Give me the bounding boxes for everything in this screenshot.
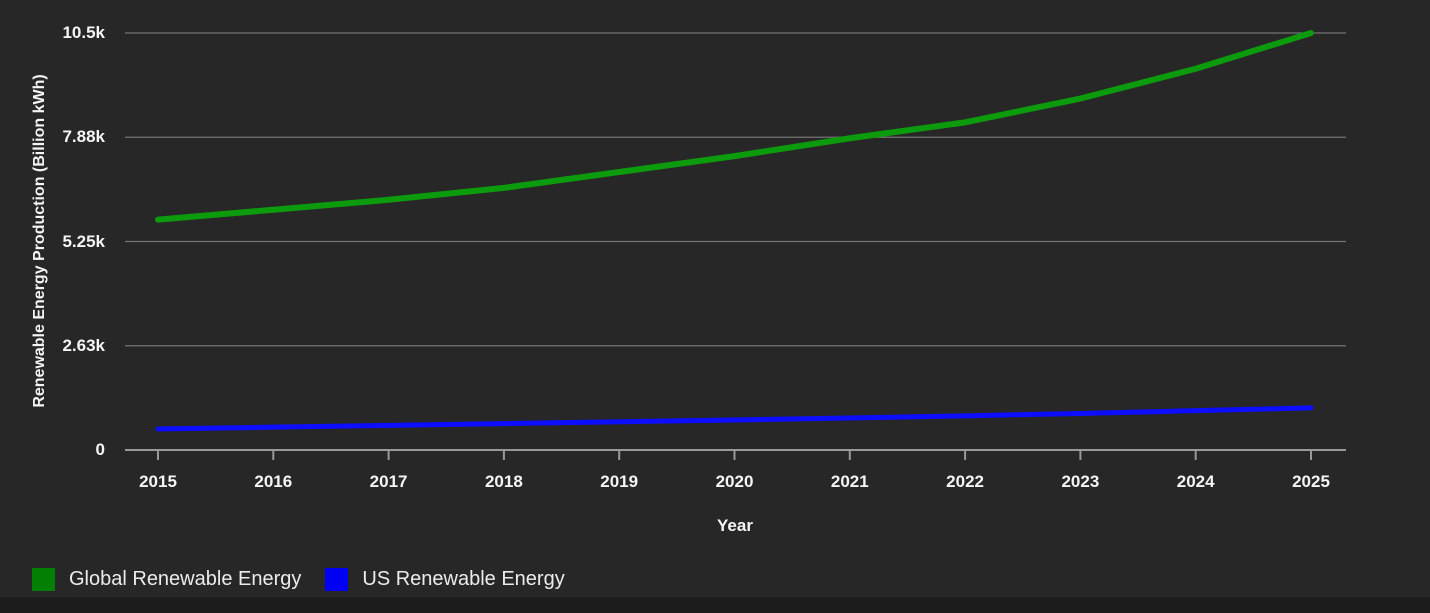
legend-swatch-icon xyxy=(32,568,55,591)
x-tick-label: 2023 xyxy=(1061,472,1100,491)
legend-swatch-icon xyxy=(325,568,349,591)
bottom-edge-strip xyxy=(0,597,1430,613)
x-tick-label: 2021 xyxy=(830,472,869,491)
x-tick-label: 2025 xyxy=(1292,472,1330,491)
x-tick-label: 2020 xyxy=(715,472,754,491)
legend-item: Global Renewable Energy xyxy=(32,568,301,591)
x-tick-label: 2017 xyxy=(369,472,408,491)
legend-item: US Renewable Energy xyxy=(325,568,565,591)
x-tick-label: 2022 xyxy=(946,472,985,491)
y-tick-label: 7.88k xyxy=(62,127,105,147)
legend: Global Renewable Energy US Renewable Ener… xyxy=(32,568,565,591)
y-tick-label: 5.25k xyxy=(62,231,105,251)
y-tick-label: 10.5k xyxy=(62,23,105,42)
x-tick-label: 2019 xyxy=(600,472,639,491)
x-tick-label: 2015 xyxy=(139,472,177,491)
legend-label: Global Renewable Energy xyxy=(69,568,302,590)
x-axis-title: Year xyxy=(717,516,753,535)
x-tick-label: 2016 xyxy=(254,472,293,491)
y-tick-label: 2.63k xyxy=(62,335,105,355)
x-tick-label: 2018 xyxy=(484,472,523,491)
x-tick-label: 2024 xyxy=(1176,472,1215,491)
series-line-us-renewable-energy xyxy=(155,405,1314,432)
series-line-global-renewable-energy xyxy=(155,30,1314,223)
legend-label: US Renewable Energy xyxy=(362,568,565,590)
y-tick-label: 0 xyxy=(95,440,105,459)
y-axis-title: Renewable Energy Production (Billion kWh… xyxy=(31,74,48,408)
